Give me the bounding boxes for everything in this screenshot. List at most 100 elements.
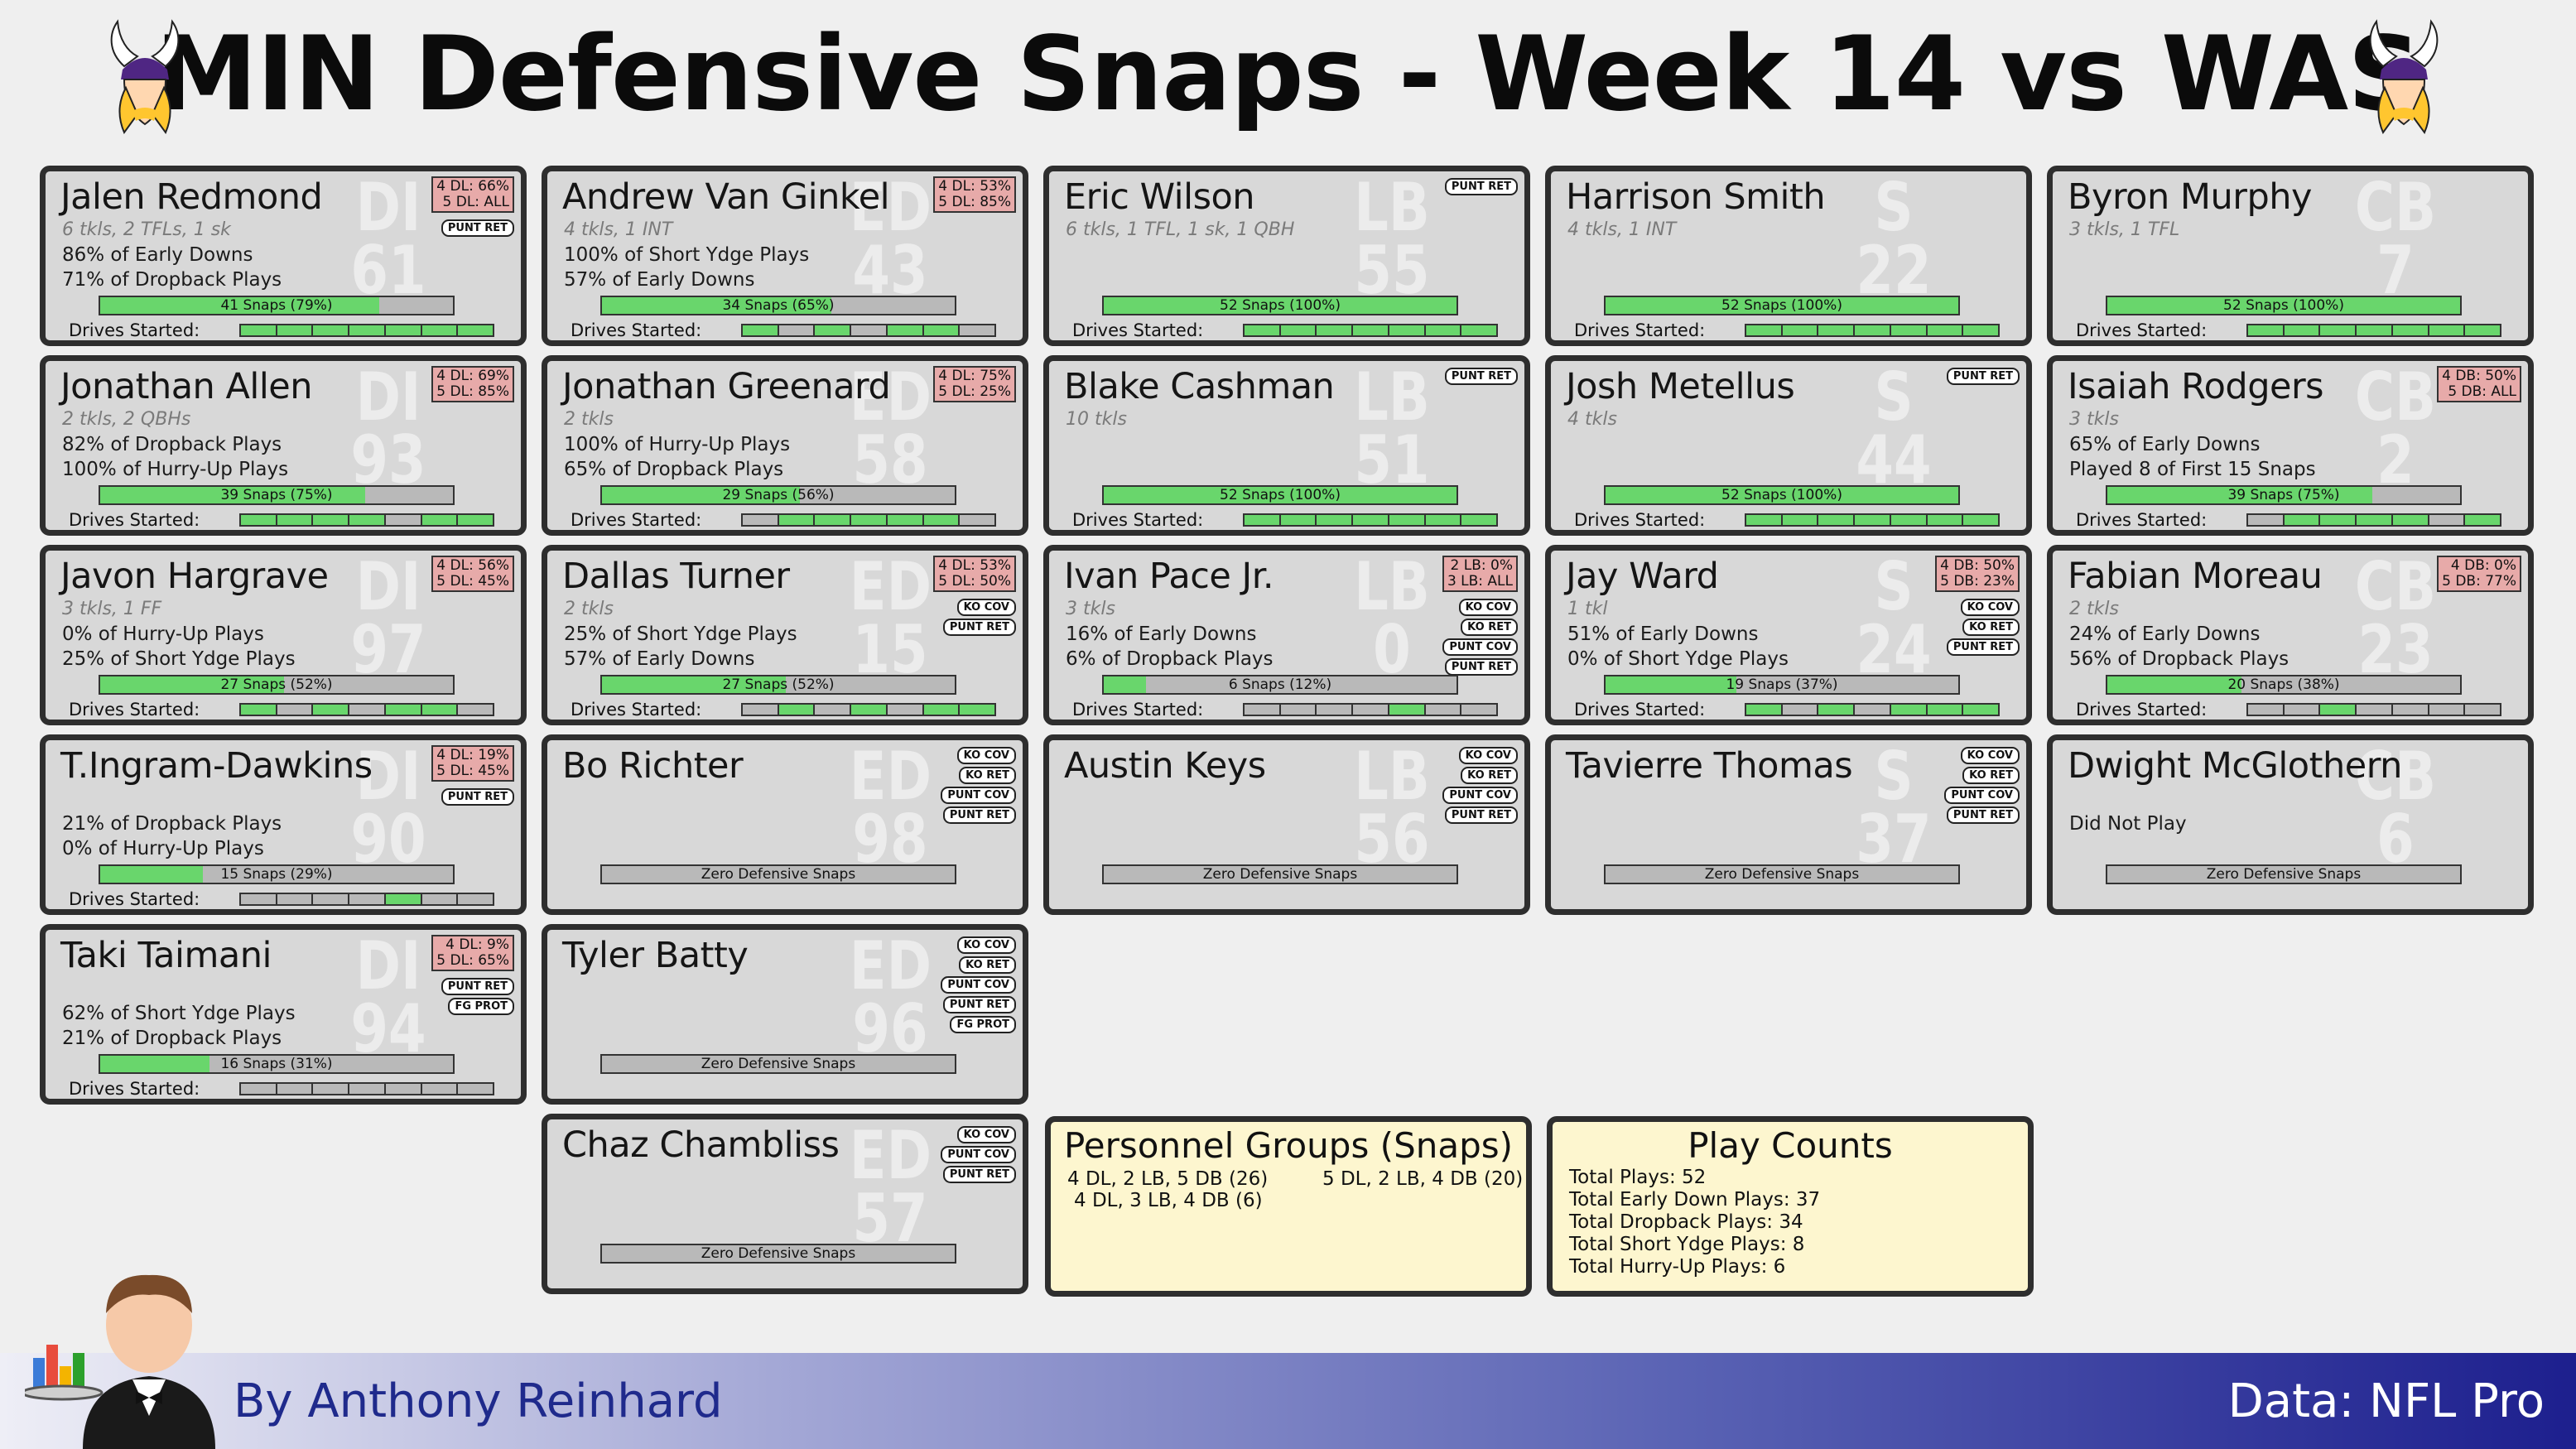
play-count-line: Total Plays: 52 xyxy=(1569,1167,1707,1188)
drives-started-label: Drives Started: xyxy=(69,510,200,530)
drives-started-label: Drives Started: xyxy=(1072,320,1204,340)
player-card: ED 43 Andrew Van Ginkel 4 tkls, 1 INT 100% o… xyxy=(542,166,1028,346)
drive-started-segment xyxy=(922,324,961,337)
drives-started-label: Drives Started: xyxy=(1574,510,1706,530)
special-teams-tag: PUNT RET xyxy=(441,978,514,995)
stat-line: 6 tkls, 1 TFL, 1 sk, 1 QBH xyxy=(1066,219,1295,240)
special-teams-tags: PUNT RET xyxy=(1946,368,2020,385)
drive-started-segment xyxy=(1889,324,1928,337)
position-number-watermark: ED 57 xyxy=(850,1123,932,1252)
special-teams-tag: FG PROT xyxy=(950,1016,1016,1033)
player-card: DI 90 T.Ingram-Dawkins 21% of Dropback Play… xyxy=(40,734,527,915)
stat-line: 4 tkls, 1 INT xyxy=(1567,219,1677,240)
special-teams-tag: PUNT RET xyxy=(441,788,514,806)
usage-note: 0% of Hurry-Up Plays xyxy=(62,838,264,859)
special-teams-tag: PUNT RET xyxy=(1946,368,2020,385)
snap-share-bar: 39 Snaps (75%) xyxy=(2106,485,2462,505)
snap-share-bar: 20 Snaps (38%) xyxy=(2106,675,2462,695)
drive-started-segment xyxy=(1243,513,1281,527)
drive-started-segment xyxy=(958,324,996,337)
drive-started-segment xyxy=(1460,703,1498,716)
drive-started-segment xyxy=(1853,703,1891,716)
position-number-watermark: S 37 xyxy=(1853,744,1934,878)
front-share-badge: 4 DB: 50% 5 DB: ALL xyxy=(2437,366,2521,402)
drive-started-segment xyxy=(1817,703,1856,716)
special-teams-tags: KO COV KO RET PUNT COV PUNT RET xyxy=(1944,747,2020,824)
drive-started-segment xyxy=(383,324,422,337)
front-share-badge: 4 DB: 0% 5 DB: 77% xyxy=(2437,556,2521,592)
snap-count-label: 29 Snaps (56%) xyxy=(722,487,835,503)
player-card: ED 98 Bo Richter KO COV KO RET PUNT COV PUNT R… xyxy=(542,734,1028,915)
drives-started-label: Drives Started: xyxy=(1072,510,1204,530)
position-code: LB xyxy=(1354,359,1430,436)
position-number-watermark: S 44 xyxy=(1853,364,1934,493)
usage-note: Did Not Play xyxy=(2069,813,2187,835)
drive-started-segment xyxy=(777,513,816,527)
snap-share-bar: Zero Defensive Snaps xyxy=(1604,864,1960,884)
drive-started-segment xyxy=(1423,703,1462,716)
drive-started-segment xyxy=(958,703,996,716)
usage-note: 71% of Dropback Plays xyxy=(62,269,282,291)
drive-started-segment xyxy=(311,513,350,527)
jersey-number: 98 xyxy=(852,801,928,878)
special-teams-tags: PUNT RET xyxy=(1444,178,1518,195)
drives-started-label: Drives Started: xyxy=(69,320,200,340)
player-name: Eric Wilson xyxy=(1064,176,1255,218)
drive-started-segment xyxy=(2391,513,2429,527)
drive-started-segment xyxy=(2282,324,2321,337)
usage-note: 82% of Dropback Plays xyxy=(62,434,282,455)
snap-count-label: 20 Snaps (38%) xyxy=(2227,676,2340,693)
special-teams-tag: KO COV xyxy=(956,1126,1016,1143)
player-card: S 22 Harrison Smith 4 tkls, 1 INT 52 Snaps (… xyxy=(1545,166,2032,346)
drives-started-label: Drives Started: xyxy=(69,1079,200,1099)
jersey-number: 23 xyxy=(2357,611,2434,688)
jersey-number: 37 xyxy=(1856,801,1932,878)
position-number-watermark: LB 55 xyxy=(1351,175,1432,304)
player-name: Andrew Van Ginkel xyxy=(562,176,890,218)
drive-started-segment xyxy=(420,1082,459,1095)
stat-line: 4 tkls, 1 INT xyxy=(564,219,673,240)
special-teams-tag: KO COV xyxy=(1458,747,1518,764)
snap-count-label: Zero Defensive Snaps xyxy=(1704,866,1860,883)
special-teams-tag: KO RET xyxy=(959,956,1016,974)
position-number-watermark: CB 23 xyxy=(2355,554,2436,688)
usage-note: 65% of Dropback Plays xyxy=(564,459,784,480)
drive-started-segment xyxy=(239,1082,277,1095)
front-share-badge: 4 DL: 69% 5 DL: 85% xyxy=(431,366,514,402)
drive-started-segment xyxy=(1423,324,1462,337)
special-teams-tag: PUNT COV xyxy=(1442,787,1518,804)
special-teams-tags: PUNT RET xyxy=(441,788,514,806)
player-card: ED 15 Dallas Turner 2 tkls 25% of Short Ydge… xyxy=(542,545,1028,725)
drive-started-segment xyxy=(275,324,314,337)
drive-started-segment xyxy=(741,703,779,716)
special-teams-tag: PUNT COV xyxy=(941,787,1016,804)
position-code: DI xyxy=(355,927,421,1004)
drive-started-segment xyxy=(2282,703,2321,716)
play-count-line: Total Short Ydge Plays: 8 xyxy=(1569,1234,1805,1255)
position-number-watermark: CB 7 xyxy=(2355,175,2436,304)
special-teams-tag: KO COV xyxy=(956,599,1016,616)
drive-started-segment xyxy=(1745,513,1783,527)
jersey-number: 6 xyxy=(2376,801,2415,878)
special-teams-tag: PUNT RET xyxy=(1444,658,1518,676)
snap-share-fill xyxy=(1104,297,1457,314)
drive-started-segment xyxy=(1817,324,1856,337)
special-teams-tags: KO COV PUNT RET xyxy=(942,599,1016,636)
snap-share-bar: 52 Snaps (100%) xyxy=(1102,485,1458,505)
player-name: Harrison Smith xyxy=(1566,176,1826,218)
snap-count-label: Zero Defensive Snaps xyxy=(1202,866,1358,883)
drive-started-segment xyxy=(1315,324,1354,337)
drive-started-segment xyxy=(2246,324,2285,337)
snap-count-label: 16 Snaps (31%) xyxy=(220,1056,333,1072)
special-teams-tag: PUNT RET xyxy=(1946,638,2020,656)
drive-started-segment xyxy=(1780,324,1819,337)
drive-started-segment xyxy=(1351,703,1389,716)
drive-started-segment xyxy=(1351,324,1389,337)
usage-note: 16% of Early Downs xyxy=(1066,623,1257,645)
snap-share-fill xyxy=(100,866,203,883)
snap-share-fill xyxy=(100,676,284,693)
player-card: ED 57 Chaz Chambliss KO COV PUNT COV PUNT RET… xyxy=(542,1114,1028,1294)
special-teams-tag: PUNT RET xyxy=(1444,368,1518,385)
stat-line: 2 tkls xyxy=(564,409,614,430)
player-card: DI 94 Taki Taimani 62% of Short Ydge Plays 2… xyxy=(40,924,527,1105)
